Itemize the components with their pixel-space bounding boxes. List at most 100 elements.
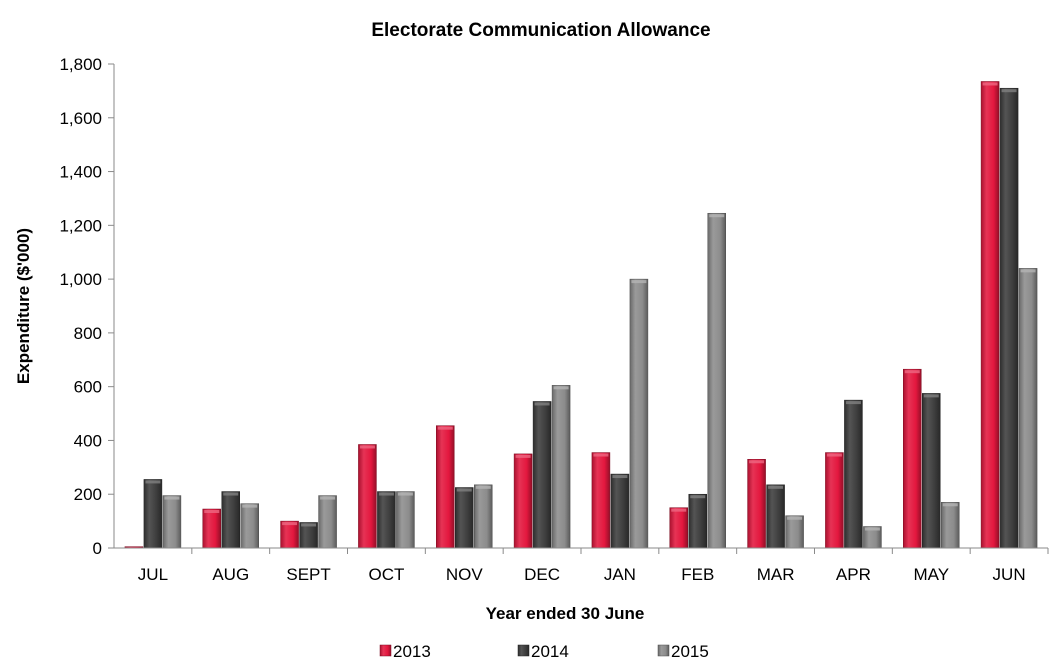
bar-2013-aug	[202, 508, 221, 549]
bar-bevel-highlight	[456, 488, 472, 492]
bar-bevel-highlight	[845, 401, 861, 405]
legend-label: 2013	[393, 642, 431, 661]
bar-2013-feb	[669, 507, 688, 549]
bar-2015-jan	[629, 278, 649, 549]
bar-bevel-highlight	[320, 496, 336, 500]
y-axis-title: Expenditure ($'000)	[14, 228, 33, 384]
bar-bevel-highlight	[359, 445, 375, 449]
bar-2014-aug	[221, 491, 240, 549]
legend-swatch	[657, 644, 670, 657]
bar-2014-jan	[610, 473, 630, 549]
bar-bevel-highlight	[787, 516, 803, 520]
bar-bevel-highlight	[204, 510, 220, 514]
y-tick-label: 1,000	[59, 270, 102, 289]
bar-2014-nov	[455, 487, 474, 549]
legend-item-2013: 2013	[379, 642, 431, 661]
bar-series-group	[124, 81, 1038, 549]
bar-2014-mar	[766, 484, 785, 549]
bar-2013-may	[903, 368, 922, 549]
x-tick-label: JAN	[604, 565, 636, 584]
bar-bevel-highlight	[397, 492, 413, 496]
y-tick-label: 1,400	[59, 163, 102, 182]
legend-swatch	[517, 644, 530, 657]
bar-2015-sept	[318, 495, 337, 549]
bar-2013-nov	[436, 425, 455, 549]
bar-bevel-highlight	[1020, 269, 1036, 273]
chart-legend: 2013 2014 2015	[379, 642, 709, 661]
legend-label: 2014	[531, 642, 569, 661]
bar-2013-jan	[591, 452, 611, 549]
x-axis-title: Year ended 30 June	[486, 604, 645, 623]
y-tick-label: 0	[93, 539, 102, 558]
bar-bevel-highlight	[282, 522, 298, 526]
y-tick-label: 1,800	[59, 55, 102, 74]
bar-2015-feb	[707, 212, 726, 549]
y-axis-ticks: 0 200 400 600 800 1,000 1,200 1,400 1,600 1,800	[59, 55, 114, 558]
bar-bevel-highlight	[826, 453, 842, 457]
bar-bevel-highlight	[671, 508, 687, 512]
legend-label: 2015	[671, 642, 709, 661]
y-tick-label: 1,200	[59, 216, 102, 235]
legend-item-2015: 2015	[657, 642, 709, 661]
x-tick-label: DEC	[524, 565, 560, 584]
x-tick-label: APR	[836, 565, 871, 584]
x-tick-label: AUG	[212, 565, 249, 584]
chart-title: Electorate Communication Allowance	[371, 20, 710, 41]
bar-2014-jun	[999, 87, 1019, 549]
bar-bevel-highlight	[923, 394, 939, 398]
legend-swatch	[379, 644, 392, 657]
bar-bevel-highlight	[904, 370, 920, 374]
x-tick-label: JUN	[993, 565, 1026, 584]
x-tick-label: OCT	[368, 565, 404, 584]
bar-2015-jun	[1018, 268, 1038, 549]
bar-2015-oct	[396, 491, 415, 549]
bar-bevel-highlight	[145, 480, 161, 484]
bar-2015-aug	[240, 503, 259, 549]
bar-2014-may	[922, 393, 941, 549]
bar-bevel-highlight	[631, 280, 647, 284]
y-tick-label: 400	[74, 431, 102, 450]
x-axis-ticks: JUL AUG SEPT OCT NOV DEC JAN FEB MAR APR MAY JUN	[138, 548, 1049, 584]
bar-bevel-highlight	[749, 460, 765, 464]
bar-2013-apr	[825, 452, 844, 549]
bar-2014-feb	[688, 493, 707, 549]
bar-bevel-highlight	[301, 523, 317, 527]
x-tick-label: MAY	[913, 565, 949, 584]
y-tick-label: 800	[74, 324, 102, 343]
bar-bevel-highlight	[534, 402, 550, 406]
bar-2013-sept	[280, 520, 299, 549]
bar-2014-apr	[844, 399, 863, 549]
bar-2015-may	[941, 502, 960, 549]
bar-2015-nov	[474, 484, 493, 549]
bar-bevel-highlight	[242, 504, 258, 508]
x-tick-label: JUL	[138, 565, 168, 584]
x-tick-label: NOV	[446, 565, 484, 584]
bar-2013-oct	[358, 444, 377, 549]
bar-bevel-highlight	[553, 386, 569, 390]
bar-bevel-highlight	[768, 485, 784, 489]
bar-bevel-highlight	[942, 503, 958, 507]
y-tick-label: 200	[74, 485, 102, 504]
bar-bevel-highlight	[612, 475, 628, 479]
bar-bevel-highlight	[593, 453, 609, 457]
bar-2013-jun	[980, 81, 1000, 549]
bar-2013-mar	[747, 459, 766, 549]
bar-bevel-highlight	[164, 496, 180, 500]
bar-2015-jul	[162, 495, 182, 549]
bar-bevel-highlight	[690, 495, 706, 499]
bar-bevel-highlight	[223, 492, 239, 496]
bar-bevel-highlight	[1001, 89, 1017, 93]
bar-bevel-highlight	[709, 214, 725, 218]
bar-bevel-highlight	[437, 426, 453, 430]
bar-bevel-highlight	[378, 492, 394, 496]
legend-item-2014: 2014	[517, 642, 569, 661]
y-tick-label: 1,600	[59, 109, 102, 128]
bar-2014-dec	[532, 401, 552, 549]
y-tick-label: 600	[74, 378, 102, 397]
bar-2014-oct	[377, 491, 396, 549]
x-tick-label: SEPT	[286, 565, 330, 584]
x-tick-label: MAR	[757, 565, 795, 584]
bar-2013-dec	[513, 453, 533, 549]
